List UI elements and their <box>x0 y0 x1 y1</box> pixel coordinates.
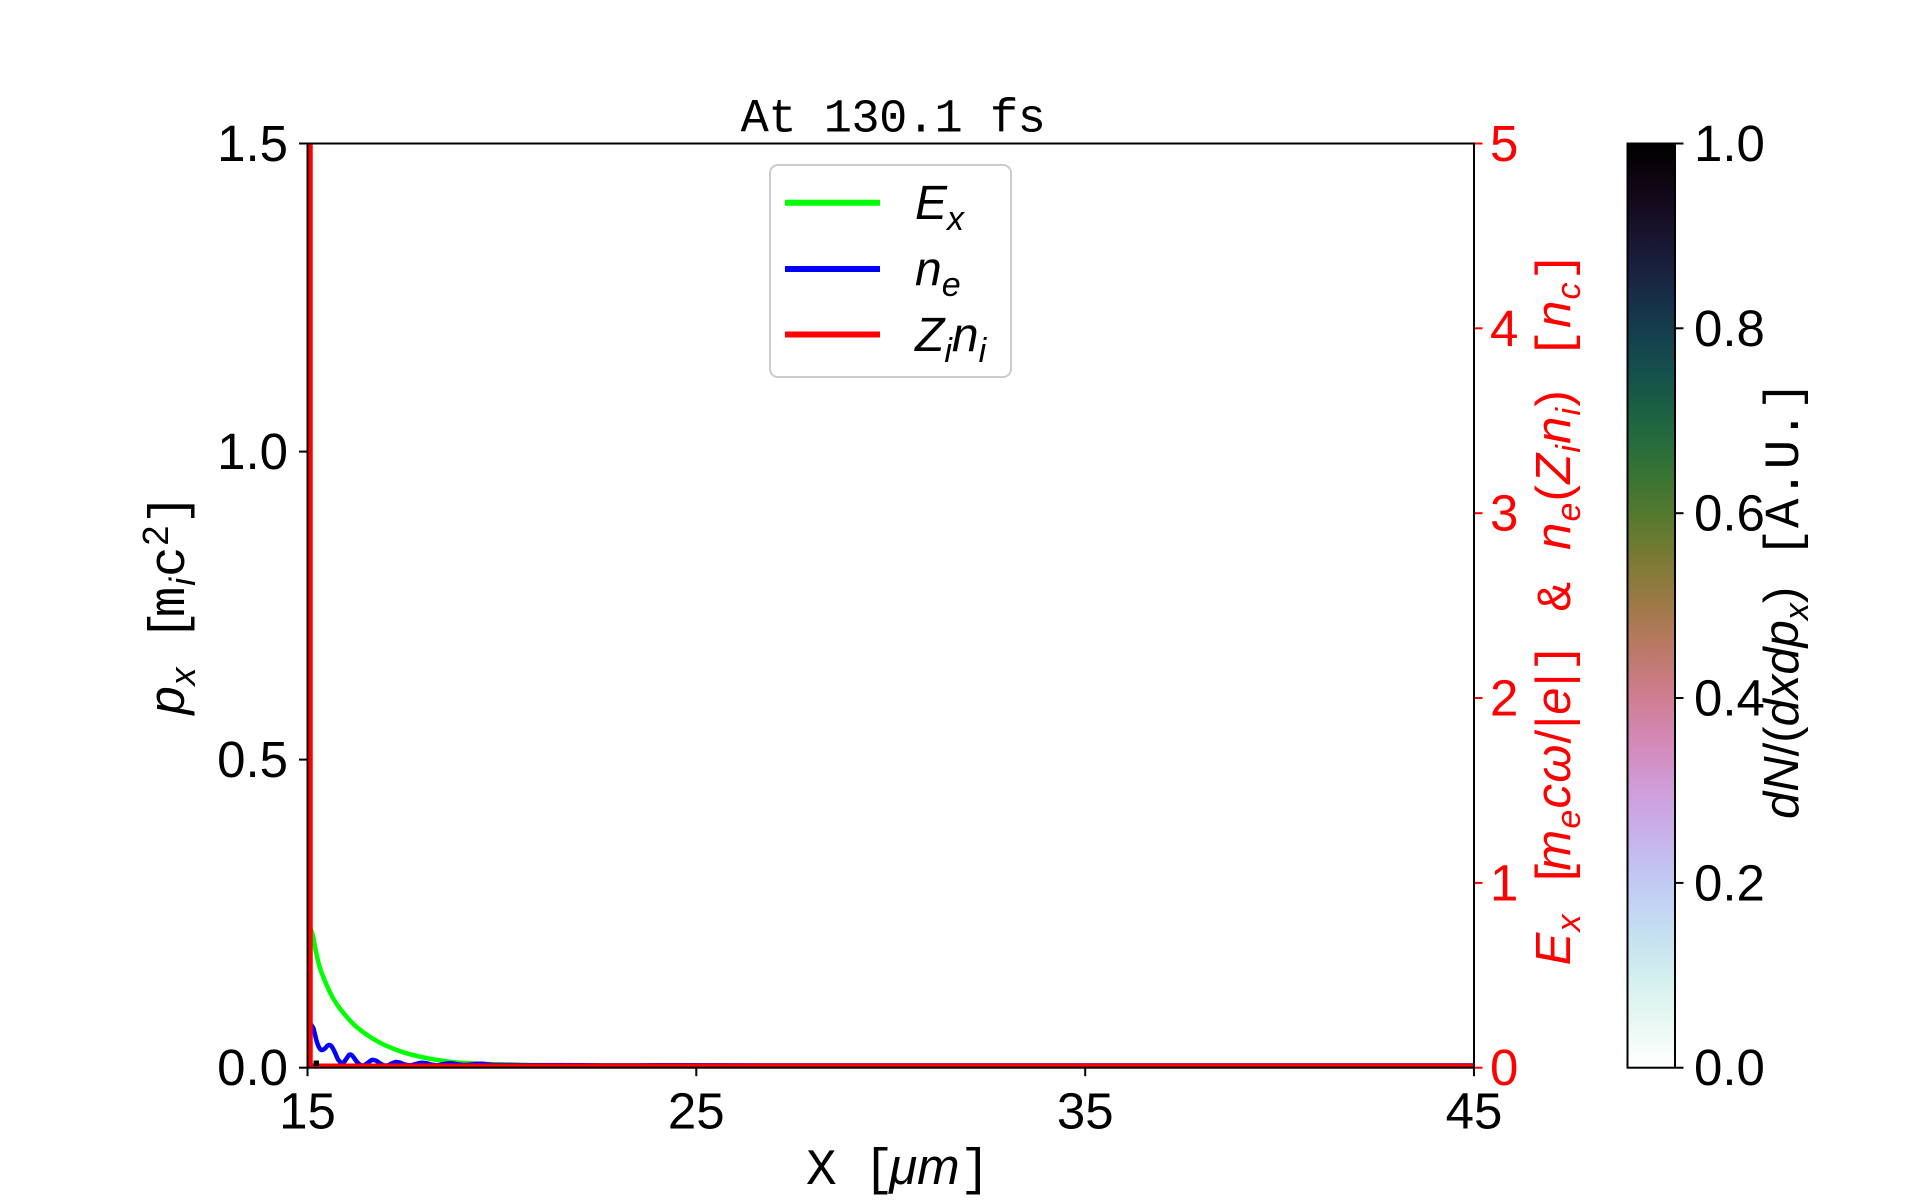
svg-text:0.0: 0.0 <box>217 1039 288 1096</box>
svg-text:At 130.1 fs: At 130.1 fs <box>741 94 1046 147</box>
svg-text:45: 45 <box>1446 1083 1503 1140</box>
svg-text:35: 35 <box>1057 1083 1114 1140</box>
svg-text:2: 2 <box>1490 670 1518 727</box>
svg-text:5: 5 <box>1490 115 1518 172</box>
svg-text:25: 25 <box>668 1083 725 1140</box>
svg-text:1: 1 <box>1490 854 1518 911</box>
svg-text:1.5: 1.5 <box>217 115 288 172</box>
svg-text:0.8: 0.8 <box>1694 300 1765 357</box>
svg-text:0.4: 0.4 <box>1694 670 1765 727</box>
svg-text:0.0: 0.0 <box>1694 1039 1765 1096</box>
svg-text:3: 3 <box>1490 485 1518 542</box>
svg-text:0.2: 0.2 <box>1694 854 1765 911</box>
svg-text:Ex[mecω/|e|] & ne(Zini) [nc]: Ex[mecω/|e|] & ne(Zini) [nc] <box>1527 251 1588 966</box>
svg-text:dN/(dxdpx) [A.U.]: dN/(dxdpx) [A.U.] <box>1755 381 1816 819</box>
svg-text:X[μm]: X [μm] <box>806 1138 990 1200</box>
svg-text:1.0: 1.0 <box>1694 115 1765 172</box>
svg-text:0.5: 0.5 <box>217 731 288 788</box>
svg-text:0.6: 0.6 <box>1694 485 1765 542</box>
svg-text:px[mic2]: px[mic2] <box>135 493 203 716</box>
svg-text:1.0: 1.0 <box>217 423 288 480</box>
svg-text:0: 0 <box>1490 1039 1518 1096</box>
svg-text:15: 15 <box>279 1083 336 1140</box>
svg-text:4: 4 <box>1490 300 1518 357</box>
